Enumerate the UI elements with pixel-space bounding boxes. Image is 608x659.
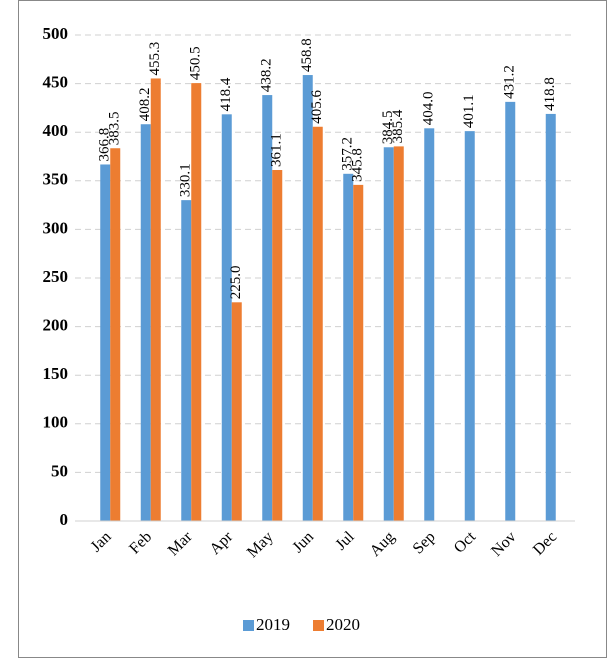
data-label: 455.3 xyxy=(147,42,163,76)
bar xyxy=(231,302,242,521)
data-label: 408.2 xyxy=(137,87,153,121)
bar xyxy=(181,200,192,521)
y-tick-label: 100 xyxy=(43,413,69,432)
data-label: 384.5 xyxy=(380,111,396,145)
y-tick-label: 50 xyxy=(51,461,68,480)
bar xyxy=(191,83,202,521)
data-label: 366.8 xyxy=(97,128,113,162)
data-label: 458.8 xyxy=(299,38,315,72)
bar xyxy=(312,126,323,521)
y-tick-label: 350 xyxy=(43,170,69,189)
bar xyxy=(383,147,394,522)
y-tick-label: 200 xyxy=(43,316,69,335)
bar xyxy=(545,113,556,522)
y-tick-label: 250 xyxy=(43,267,69,286)
data-label: 401.1 xyxy=(461,94,477,128)
data-label: 225.0 xyxy=(228,266,244,300)
bar xyxy=(464,131,475,521)
y-tick-label: 450 xyxy=(43,73,69,92)
data-label: 450.5 xyxy=(188,46,204,80)
data-label: 418.4 xyxy=(218,77,234,111)
data-label: 418.8 xyxy=(542,77,558,111)
data-label: 361.1 xyxy=(269,133,285,167)
bar xyxy=(353,184,364,522)
bar xyxy=(150,78,161,522)
bar xyxy=(100,164,111,521)
bar xyxy=(505,101,516,521)
bar xyxy=(343,173,354,521)
data-label: 330.1 xyxy=(178,163,194,197)
data-label: 385.4 xyxy=(390,109,406,143)
bar xyxy=(221,114,232,522)
legend-swatch xyxy=(313,620,324,631)
legend-label: 2019 xyxy=(256,615,290,634)
bar xyxy=(262,95,273,521)
data-label: 383.5 xyxy=(107,111,123,145)
y-tick-label: 0 xyxy=(60,510,69,529)
data-label: 357.2 xyxy=(340,137,356,171)
bar xyxy=(302,75,313,522)
data-label: 438.2 xyxy=(259,58,275,92)
y-tick-label: 500 xyxy=(43,24,69,43)
data-label: 345.8 xyxy=(350,148,366,182)
bar xyxy=(110,148,121,521)
bar xyxy=(272,170,283,521)
y-tick-label: 300 xyxy=(43,218,69,237)
data-label: 431.2 xyxy=(502,65,518,99)
data-label: 404.0 xyxy=(421,92,437,126)
bar xyxy=(140,124,151,521)
data-label: 405.6 xyxy=(309,90,325,124)
y-tick-label: 150 xyxy=(43,364,69,383)
legend-label: 2020 xyxy=(326,615,360,634)
legend-swatch xyxy=(243,620,254,631)
bar xyxy=(393,146,404,521)
y-tick-label: 400 xyxy=(43,121,69,140)
bar xyxy=(424,128,435,521)
